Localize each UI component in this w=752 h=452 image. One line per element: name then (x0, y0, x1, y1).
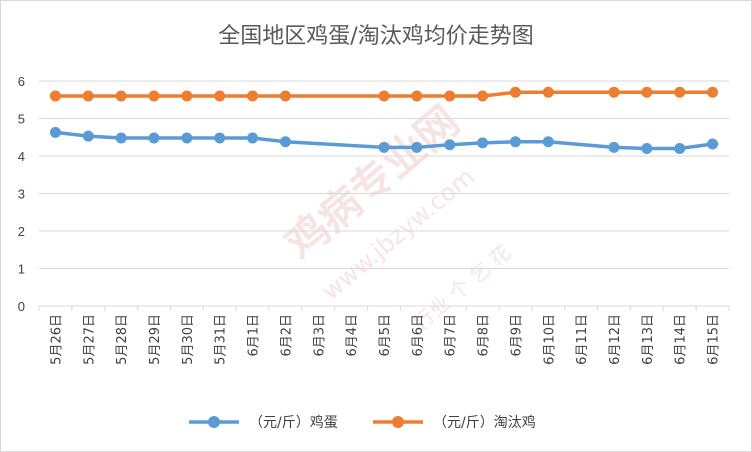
data-point (509, 86, 521, 98)
data-point (378, 90, 390, 102)
data-point (181, 90, 193, 102)
data-point (148, 90, 160, 102)
data-point (214, 90, 226, 102)
x-tick-label: 6月4日 (345, 314, 360, 357)
x-tick-label: 6月13日 (641, 314, 656, 365)
x-tick-label: 6月6日 (411, 314, 426, 357)
x-tick-label: 5月30日 (181, 314, 196, 365)
x-tick-label: 5月27日 (82, 314, 97, 365)
y-tick-label: 4 (18, 149, 25, 164)
x-tick-label: 6月5日 (378, 314, 393, 357)
data-point (542, 86, 554, 98)
data-point (148, 132, 160, 144)
x-tick-label: 5月28日 (115, 314, 130, 365)
data-point (477, 90, 489, 102)
series-0 (49, 126, 719, 154)
y-tick-label: 3 (18, 187, 25, 202)
legend: （元/斤）鸡蛋 （元/斤）淘汰鸡 (189, 414, 536, 431)
legend-label: （元/斤）鸡蛋 (249, 414, 338, 431)
x-tick-label: 6月1日 (247, 314, 262, 357)
data-point (247, 90, 259, 102)
data-point (641, 143, 653, 154)
series-group (49, 86, 719, 154)
x-tick-label: 6月9日 (509, 314, 524, 357)
x-tick-label: 5月26日 (49, 314, 64, 365)
data-point (707, 86, 719, 98)
x-tick-label: 5月31日 (214, 314, 229, 365)
y-tick-label: 6 (18, 74, 25, 89)
data-point (444, 90, 456, 102)
data-point (641, 86, 653, 98)
x-axis: 5月26日 5月27日 5月28日 5月29日 5月30日 5月31日 6月1日 6月2日 6月… (38, 306, 730, 365)
data-point (509, 136, 521, 148)
data-point (411, 90, 423, 102)
data-point (279, 90, 291, 102)
data-point (542, 136, 554, 148)
x-tick-label: 6月15日 (707, 314, 722, 365)
data-point (608, 86, 620, 98)
y-tick-label: 5 (18, 112, 25, 127)
y-tick-label: 1 (18, 262, 25, 277)
x-tick-label: 6月14日 (674, 314, 689, 365)
data-point (82, 130, 94, 142)
data-point (608, 141, 620, 153)
data-point (674, 86, 686, 98)
data-point (279, 136, 291, 148)
data-point (181, 132, 193, 144)
data-point (674, 143, 686, 154)
legend-marker (208, 416, 220, 428)
data-point (444, 139, 456, 151)
x-tick-label: 6月2日 (279, 314, 294, 357)
y-tick-label: 2 (18, 224, 25, 239)
data-point (49, 126, 61, 138)
x-tick-label: 6月12日 (608, 314, 623, 365)
x-tick-label: 6月7日 (444, 314, 459, 357)
legend-marker (392, 416, 404, 428)
data-point (477, 137, 489, 149)
data-point (247, 132, 259, 144)
data-point (707, 138, 719, 150)
data-point (82, 90, 94, 102)
series-1 (49, 86, 719, 102)
x-tick-label: 6月10日 (542, 314, 557, 365)
x-tick-label: 5月29日 (148, 314, 163, 365)
data-point (411, 141, 423, 153)
y-axis: 0 1 2 3 4 5 6 (18, 74, 25, 314)
data-point (49, 90, 61, 102)
y-tick-label: 0 (18, 299, 25, 314)
data-point (378, 141, 390, 153)
x-tick-label: 6月11日 (575, 314, 590, 365)
x-tick-label: 6月8日 (477, 314, 492, 357)
gridlines (39, 80, 729, 307)
x-tick-label: 6月3日 (312, 314, 327, 357)
data-point (115, 132, 127, 144)
chart-title: 全国地区鸡蛋/淘汰鸡均价走势图 (218, 24, 533, 49)
legend-label: （元/斤）淘汰鸡 (433, 414, 536, 431)
data-point (115, 90, 127, 102)
watermark: 鸡病专业网 www.jbzyw.com 行业 个 乞 花 (276, 96, 516, 335)
data-point (214, 132, 226, 144)
